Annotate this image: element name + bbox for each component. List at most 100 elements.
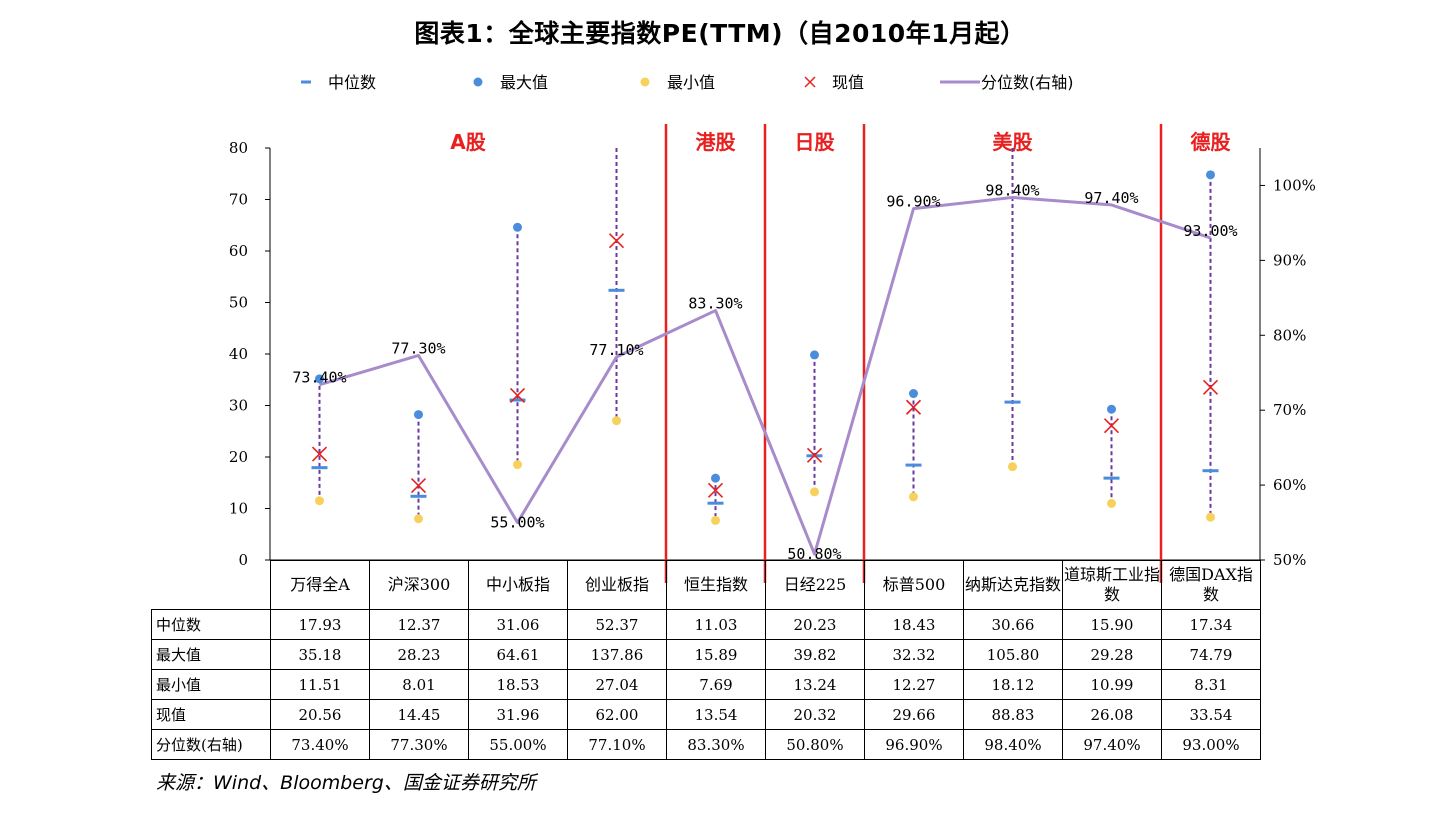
current-marker — [608, 233, 625, 249]
table-header-cell: 恒生指数 — [666, 560, 766, 610]
table-cell: 15.89 — [666, 639, 766, 670]
region-label: 日股 — [795, 130, 835, 154]
percentile-data-label: 77.30% — [391, 339, 445, 357]
table-header-cell: 沪深300 — [369, 560, 469, 610]
table-cell: 73.40% — [270, 729, 370, 760]
table-body: 中位数 17.93 12.37 31.06 52.37 11.03 20.23 18.43 30… — [151, 609, 1261, 760]
min-marker — [513, 460, 522, 470]
table-cell: 62.00 — [567, 699, 667, 730]
table-row: 分位数(右轴) 73.40% 77.30% 55.00% 77.10% 83.30% 50.… — [151, 729, 1261, 760]
current-marker — [311, 446, 328, 462]
table-cell: 18.53 — [468, 669, 568, 700]
table-cell: 17.93 — [270, 609, 370, 640]
table-cell: 18.43 — [864, 609, 964, 640]
max-marker — [1206, 170, 1215, 180]
max-marker — [1107, 404, 1116, 414]
region-dividers: A股 港股 日股 美股 德股 — [450, 124, 1231, 583]
max-marker — [810, 350, 819, 360]
legend-label-current: 现值 — [832, 73, 864, 92]
table-cell: 98.40% — [963, 729, 1063, 760]
min-marker — [909, 492, 918, 502]
table-row-label: 分位数(右轴) — [151, 729, 271, 760]
table-cell: 29.66 — [864, 699, 964, 730]
table-cell: 83.30% — [666, 729, 766, 760]
table-cell: 50.80% — [765, 729, 865, 760]
table-row-label: 最小值 — [151, 669, 271, 700]
legend-item-median: 中位数 — [301, 73, 376, 92]
max-marker — [315, 374, 324, 384]
table-cell: 29.28 — [1062, 639, 1162, 670]
table-cell: 13.54 — [666, 699, 766, 730]
table-header-cell: 中小板指 — [468, 560, 568, 610]
y-left-tick-label: 10 — [229, 500, 248, 518]
table-cell: 15.90 — [1062, 609, 1162, 640]
data-markers — [311, 170, 1219, 525]
legend-item-max: 最大值 — [473, 73, 548, 92]
table-cell: 12.37 — [369, 609, 469, 640]
table-row: 现值 20.56 14.45 31.96 62.00 13.54 20.32 29.66 88.… — [151, 699, 1261, 730]
max-marker — [909, 389, 918, 399]
table-cell: 7.69 — [666, 669, 766, 700]
table-cell: 11.03 — [666, 609, 766, 640]
data-table: 万得全A 沪深300 中小板指 创业板指 恒生指数 日经225 标普500 纳斯达克指数 道琼斯… — [151, 560, 1261, 760]
legend-item-percentile: 分位数(右轴) — [940, 73, 1074, 92]
region-label: A股 — [450, 130, 485, 154]
data-labels: 73.40% 77.30% 55.00% 77.10% 83.30% 50.80% 96.9… — [292, 181, 1237, 563]
current-marker — [509, 387, 526, 403]
table-header-cell: 日经225 — [765, 560, 865, 610]
table-cell: 93.00% — [1161, 729, 1261, 760]
table-row-label: 现值 — [151, 699, 271, 730]
legend-label-percentile: 分位数(右轴) — [981, 73, 1074, 92]
table-cell: 8.31 — [1161, 669, 1261, 700]
table-cell: 31.06 — [468, 609, 568, 640]
table-row: 最大值 35.18 28.23 64.61 137.86 15.89 39.82 32.32 1… — [151, 639, 1261, 670]
table-corner — [152, 561, 271, 610]
min-marker — [1008, 462, 1017, 472]
min-marker — [414, 514, 423, 524]
table-cell: 27.04 — [567, 669, 667, 700]
table-cell: 31.96 — [468, 699, 568, 730]
y-right-tick-label: 70% — [1273, 401, 1306, 419]
current-marker — [1103, 418, 1120, 434]
table-cell: 77.30% — [369, 729, 469, 760]
table-header-cell: 万得全A — [270, 560, 370, 610]
percentile-data-label: 93.00% — [1183, 222, 1237, 240]
current-marker — [410, 478, 427, 494]
min-marker — [711, 515, 720, 525]
max-marker — [711, 473, 720, 483]
table-cell: 105.80 — [963, 639, 1063, 670]
y-left-tick-label: 70 — [229, 191, 248, 209]
table-cell: 97.40% — [1062, 729, 1162, 760]
y-left-tick-label: 60 — [229, 242, 248, 260]
table-cell: 64.61 — [468, 639, 568, 670]
y-left-tick-label: 20 — [229, 448, 248, 466]
source-note: 来源：Wind、Bloomberg、国金证券研究所 — [156, 772, 536, 794]
table-cell: 30.66 — [963, 609, 1063, 640]
table-cell: 55.00% — [468, 729, 568, 760]
table-cell: 96.90% — [864, 729, 964, 760]
table-cell: 10.99 — [1062, 669, 1162, 700]
percentile-data-label: 98.40% — [985, 181, 1039, 199]
table-cell: 20.23 — [765, 609, 865, 640]
table-header-cell: 标普500 — [864, 560, 964, 610]
percentile-data-label: 77.10% — [589, 341, 643, 359]
y-right-tick-label: 50% — [1273, 551, 1306, 569]
current-marker — [905, 399, 922, 415]
table-cell: 77.10% — [567, 729, 667, 760]
legend-label-median: 中位数 — [328, 73, 376, 92]
table-row-label: 中位数 — [151, 609, 271, 640]
region-label: 德股 — [1191, 130, 1231, 154]
region-label: 港股 — [696, 130, 736, 154]
percentile-line — [319, 195, 1211, 556]
y-left-tick-label: 50 — [229, 294, 248, 312]
range-lines — [318, 148, 1212, 521]
table-row: 中位数 17.93 12.37 31.06 52.37 11.03 20.23 18.43 30… — [151, 609, 1261, 640]
table-cell: 11.51 — [270, 669, 370, 700]
table-row: 最小值 11.51 8.01 18.53 27.04 7.69 13.24 12.27 18.1… — [151, 669, 1261, 700]
legend-marker-max — [473, 77, 483, 87]
min-marker — [810, 487, 819, 497]
legend-marker-min — [640, 77, 650, 87]
legend-label-max: 最大值 — [500, 73, 548, 92]
chart-title: 图表1：全球主要指数PE(TTM)（自2010年1月起） — [414, 19, 1026, 48]
table-cell: 14.45 — [369, 699, 469, 730]
